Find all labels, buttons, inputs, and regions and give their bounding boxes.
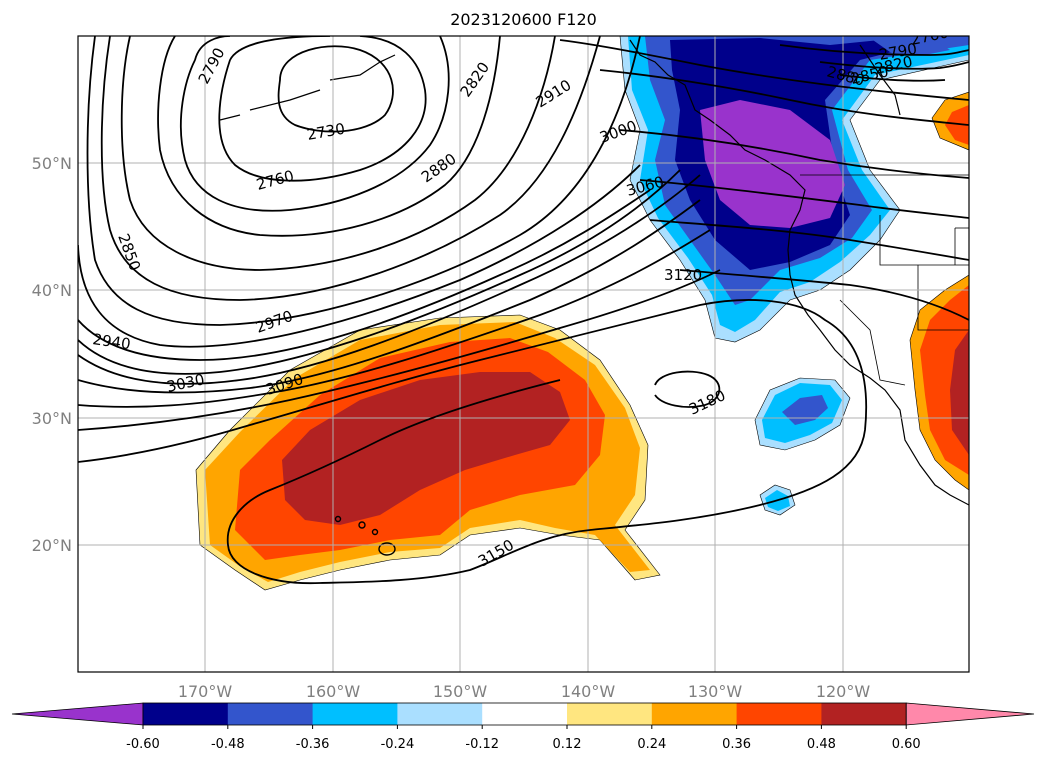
- lat-label: 50°N: [32, 154, 72, 173]
- colorbar-frame: [142, 702, 907, 726]
- lon-label: 150°W: [433, 682, 488, 701]
- coastline: [219, 39, 969, 506]
- lon-label: 120°W: [816, 682, 871, 701]
- colorbar-tick-label: -0.24: [381, 737, 415, 752]
- colorbar-tick-label: 0.12: [553, 737, 582, 752]
- colorbar-segment: [312, 703, 398, 725]
- colorbar-tick-label: -0.36: [296, 737, 330, 752]
- colorbar-segment: [651, 703, 738, 725]
- colorbar-extend-low: [11, 702, 144, 726]
- negative-anomaly-small: [754, 377, 851, 516]
- colorbar-segment: [482, 703, 568, 725]
- map-frame: [77, 35, 970, 673]
- colorbar-tick-label: 0.48: [807, 737, 836, 752]
- gridlines: [78, 36, 969, 672]
- longitude-labels: 170°W 160°W 150°W 140°W 130°W 120°W: [178, 682, 871, 701]
- contour-label: 2940: [91, 330, 131, 353]
- colorbar-tick-label: 0.60: [892, 737, 921, 752]
- colorbar-tick-label: -0.48: [211, 737, 245, 752]
- lon-label: 170°W: [178, 682, 233, 701]
- hawaii-islands: [334, 515, 396, 556]
- colorbar-segment: [143, 703, 229, 725]
- colorbar-extend-high: [905, 702, 1035, 726]
- lat-label: 20°N: [32, 536, 72, 555]
- lon-label: 160°W: [306, 682, 361, 701]
- plot-area: 2790 2820 2910 2730 2760 2880 3000 3060 …: [78, 36, 969, 672]
- contour-label: 3120: [664, 266, 702, 284]
- colorbar-segment: [736, 703, 822, 725]
- map-title: 2023120600 F120: [450, 10, 597, 29]
- colorbar-tick-label: 0.24: [637, 737, 666, 752]
- colorbar-tick-label: 0.36: [722, 737, 751, 752]
- lon-label: 130°W: [688, 682, 743, 701]
- colorbar-segment: [567, 703, 653, 725]
- lat-label: 40°N: [32, 281, 72, 300]
- colorbar-tick-label: -0.60: [126, 737, 160, 752]
- colorbar-segment: [821, 703, 907, 725]
- lat-label: 30°N: [32, 409, 72, 428]
- colorbar-segment: [397, 703, 483, 725]
- latitude-labels: 50°N 40°N 30°N 20°N: [32, 154, 72, 555]
- positive-anomaly-coast: [909, 91, 969, 491]
- colorbar-tick-label: -0.12: [465, 737, 499, 752]
- colorbar-segment: [227, 703, 314, 725]
- lon-label: 140°W: [561, 682, 616, 701]
- colorbar: -0.60 -0.48 -0.36 -0.24 -0.12 0.12 0.24 0.36 0.4…: [11, 702, 1035, 752]
